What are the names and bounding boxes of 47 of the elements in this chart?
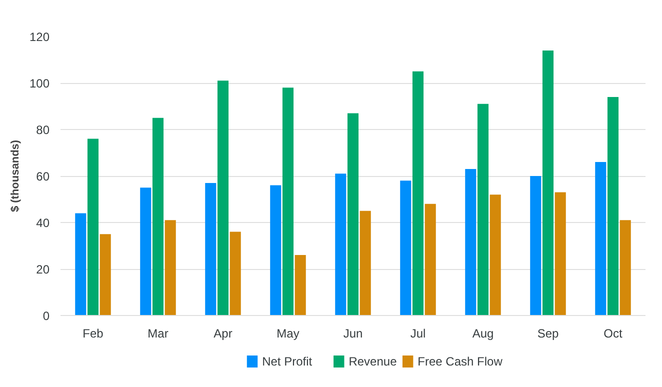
x-tick-label: Aug — [472, 326, 494, 340]
legend-label: Free Cash Flow — [418, 354, 503, 368]
bar — [607, 96, 619, 316]
bar — [400, 180, 412, 316]
bar — [595, 162, 606, 316]
legend-label: Revenue — [348, 354, 398, 368]
bar — [490, 194, 501, 316]
bar — [294, 255, 306, 316]
bar — [465, 169, 476, 316]
bar — [230, 232, 241, 316]
bar — [542, 50, 554, 316]
bar — [87, 138, 99, 316]
y-tick-label: 60 — [36, 170, 50, 184]
y-tick-label: 120 — [29, 30, 50, 44]
x-tick-label: Jul — [410, 326, 426, 340]
x-tick-label: Oct — [604, 326, 623, 340]
x-tick-label: Jun — [343, 326, 363, 340]
bar — [554, 192, 566, 316]
bar — [620, 220, 631, 316]
y-axis-title: $ (thousands) — [9, 140, 22, 212]
bar — [477, 104, 489, 316]
bar — [205, 182, 216, 316]
bar — [530, 176, 542, 316]
x-tick-label: Sep — [537, 326, 559, 340]
y-tick-label: 0 — [42, 309, 50, 323]
bar — [140, 188, 152, 316]
y-tick-label: 20 — [36, 262, 50, 276]
bar — [282, 88, 294, 316]
bar — [347, 113, 359, 316]
bar — [217, 80, 229, 316]
y-tick-label: 80 — [36, 123, 50, 137]
y-tick-label: 100 — [29, 76, 50, 90]
bar — [100, 234, 111, 316]
bar — [270, 185, 282, 316]
bar — [412, 71, 424, 316]
legend-label: Net Profit — [262, 354, 313, 368]
x-tick-label: Feb — [82, 326, 104, 340]
bar — [75, 213, 86, 316]
bar — [335, 174, 346, 316]
bar — [424, 204, 436, 316]
x-tick-label: Mar — [148, 326, 168, 340]
x-tick-label: May — [276, 326, 300, 340]
bar — [360, 210, 371, 316]
x-tick-label: Apr — [214, 326, 232, 340]
bar — [164, 220, 176, 316]
bar — [152, 118, 164, 316]
y-tick-label: 40 — [36, 216, 50, 230]
